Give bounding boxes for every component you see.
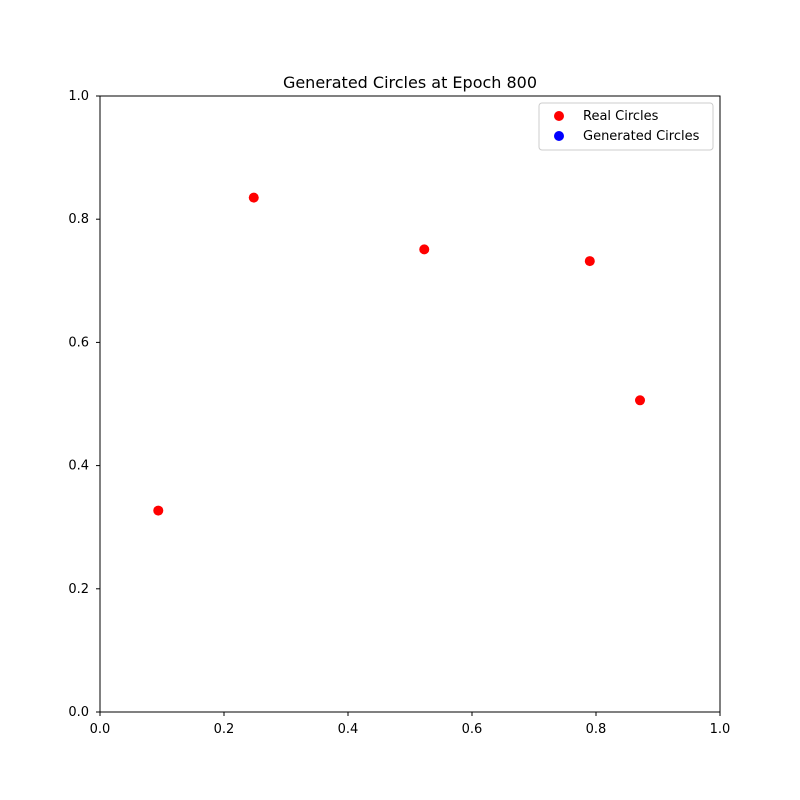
scatter-point [153, 505, 164, 516]
legend: Real Circles Generated Circles [538, 102, 714, 151]
x-tick-label: 1.0 [710, 722, 731, 737]
x-tick-label: 0.6 [462, 722, 483, 737]
scatter-point [419, 244, 430, 255]
scatter-point [584, 256, 595, 267]
y-tick-label: 1.0 [68, 89, 89, 104]
x-tick-label: 0.8 [586, 722, 607, 737]
x-tick-label: 0.2 [214, 722, 235, 737]
x-tick-label: 0.4 [338, 722, 359, 737]
legend-label-real-circles: Real Circles [583, 109, 659, 124]
y-axis: 0.0 0.2 0.4 0.6 0.8 1.0 [68, 89, 100, 720]
chart-title: Generated Circles at Epoch 800 [283, 73, 537, 92]
y-tick-label: 0.0 [68, 705, 89, 720]
legend-box [538, 102, 714, 151]
legend-marker-real-circles [554, 111, 564, 121]
legend-label-generated-circles: Generated Circles [583, 129, 700, 144]
points-layer [153, 192, 646, 516]
x-axis: 0.0 0.2 0.4 0.6 0.8 1.0 [90, 712, 731, 737]
plot-frame [99, 95, 721, 713]
plot-area [99, 95, 721, 713]
y-tick-label: 0.4 [68, 459, 89, 474]
y-tick-label: 0.6 [68, 335, 89, 350]
legend-marker-generated-circles [554, 131, 564, 141]
y-tick-label: 0.8 [68, 212, 89, 227]
scatter-point [248, 192, 259, 203]
x-tick-label: 0.0 [90, 722, 111, 737]
scatter-point [635, 395, 646, 406]
y-tick-label: 0.2 [68, 582, 89, 597]
